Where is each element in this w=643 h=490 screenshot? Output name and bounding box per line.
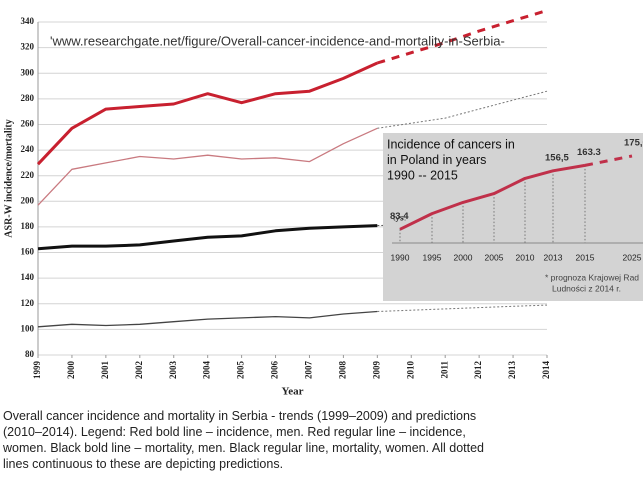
inset-note: Ludności z 2014 r. xyxy=(552,283,621,293)
x-tick-label: 2002 xyxy=(134,361,144,380)
y-tick-label: 100 xyxy=(21,323,35,333)
y-tick-label: 300 xyxy=(21,67,35,77)
x-tick-label: 2013 xyxy=(507,361,517,380)
y-tick-label: 280 xyxy=(21,93,35,103)
inset-x-label: 2005 xyxy=(485,252,504,262)
value-label: 156,5 xyxy=(545,152,569,163)
y-tick-label: 200 xyxy=(21,195,35,205)
caption: Overall cancer incidence and mortality i… xyxy=(3,408,639,472)
data-line xyxy=(377,304,548,312)
value-label: 175,0 xyxy=(624,138,643,149)
y-tick-label: 260 xyxy=(21,119,35,129)
y-tick-label: 140 xyxy=(21,272,35,282)
y-tick-label: 120 xyxy=(21,298,35,308)
x-tick-label: 2007 xyxy=(304,361,314,380)
x-tick-label: 2005 xyxy=(236,361,246,380)
x-tick-label: 2010 xyxy=(405,361,415,380)
x-tick-label: 2009 xyxy=(371,361,381,380)
x-tick-label: 1999 xyxy=(32,361,42,380)
x-axis-label: Year xyxy=(282,386,304,398)
x-tick-label: 2003 xyxy=(168,361,178,380)
inset-title: in Poland in years xyxy=(387,153,486,167)
y-tick-label: 240 xyxy=(21,144,35,154)
unit-label: tys. xyxy=(393,212,406,222)
inset-x-label: 2015 xyxy=(576,252,595,262)
caption-line: lines continuous to these are depicting … xyxy=(3,457,284,471)
x-tick-label: 2004 xyxy=(202,361,212,380)
chart: 80 100 120 140 160 180 200 220 240 260 280 300 320 34… xyxy=(3,9,643,398)
data-line xyxy=(377,90,548,129)
value-label: 163.3 xyxy=(577,147,601,158)
y-tick-label: 160 xyxy=(21,247,35,257)
x-tick-label: 2001 xyxy=(100,361,110,380)
caption-line: (2010–2014). Legend: Red bold line – inc… xyxy=(3,425,466,439)
data-line xyxy=(36,61,378,166)
x-tick-label: 2011 xyxy=(439,361,449,379)
inset-x-label: 2013 xyxy=(544,252,563,262)
data-line xyxy=(37,310,378,328)
data-line xyxy=(37,224,378,251)
y-tick-label: 80 xyxy=(25,349,35,359)
x-tick-label: 2008 xyxy=(337,361,347,380)
data-line xyxy=(37,127,378,206)
x-tick-label: 2014 xyxy=(541,361,551,380)
inset-x-label: 2010 xyxy=(516,252,535,262)
caption-line: Overall cancer incidence and mortality i… xyxy=(3,409,477,423)
watermark: 'www.researchgate.net/figure/Overall-can… xyxy=(50,33,505,48)
inset-x-label: 2000 xyxy=(454,252,473,262)
value-label: 83,4 xyxy=(390,211,409,222)
y-axis-label: ASR-W incidence/mortality xyxy=(3,119,14,237)
data-line xyxy=(584,154,633,167)
inset-x-label: 1990 xyxy=(391,252,410,262)
y-tick-label: 340 xyxy=(21,16,35,26)
inset-x-label: 1995 xyxy=(423,252,442,262)
y-tick-label: 220 xyxy=(21,170,35,180)
caption-line: women. Black bold line – mortality, men.… xyxy=(3,441,484,455)
inset-title: Incidence of cancers in xyxy=(387,137,515,151)
y-tick-label: 180 xyxy=(21,221,35,231)
inset-x-label: 2025 xyxy=(623,252,642,262)
x-tick-label: 2000 xyxy=(66,361,76,380)
x-tick-label: 2006 xyxy=(270,361,280,380)
x-tick-label: 2012 xyxy=(473,361,483,380)
data-line xyxy=(399,163,586,231)
inset-title: 1990 -- 2015 xyxy=(387,168,458,182)
inset-note: * prognoza Krajowej Rad xyxy=(545,272,639,282)
y-tick-label: 320 xyxy=(21,42,35,52)
